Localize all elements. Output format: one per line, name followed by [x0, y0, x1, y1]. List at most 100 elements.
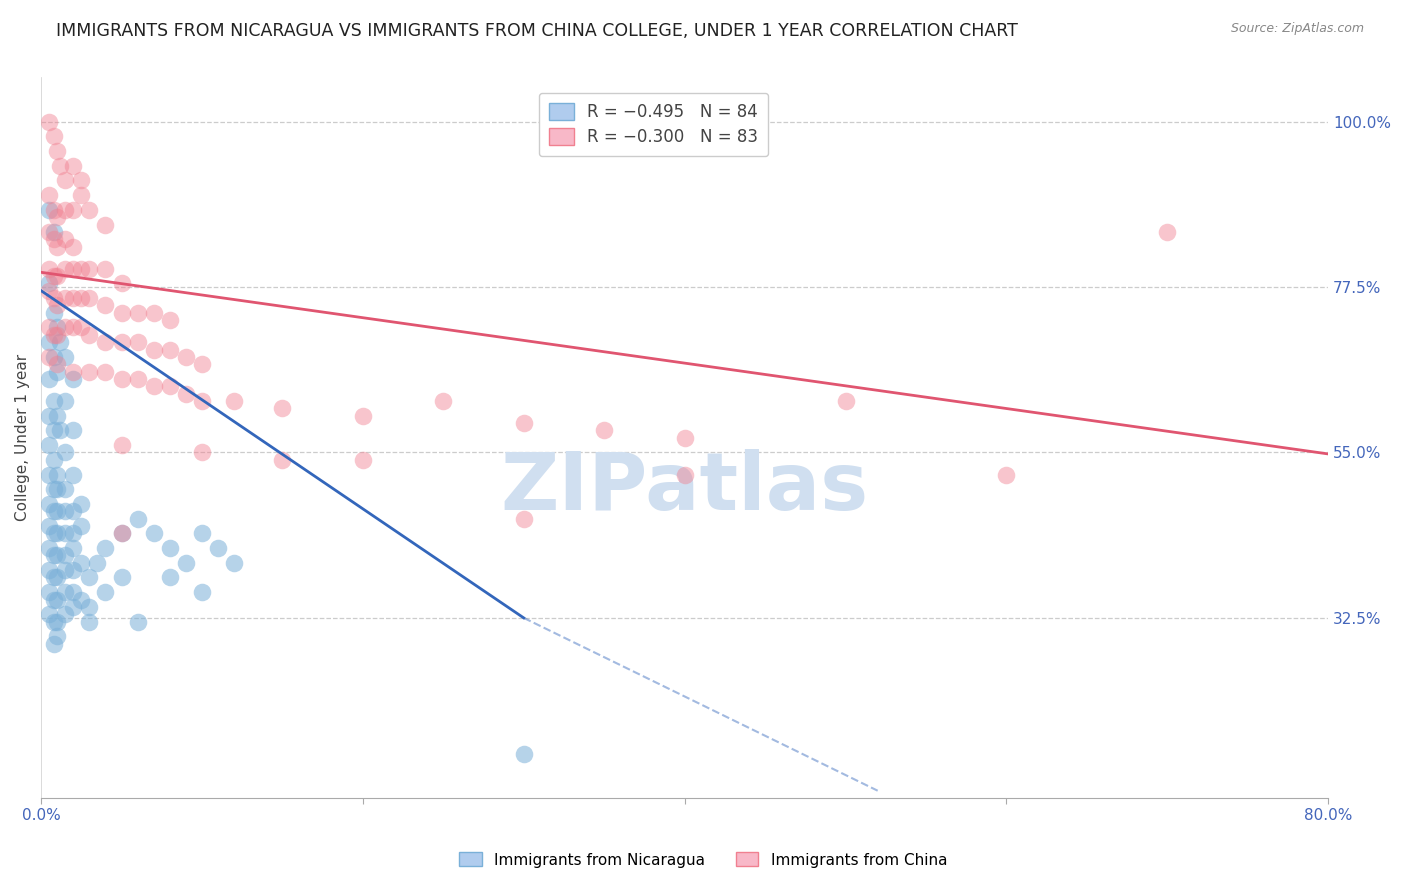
Point — [46, 365, 69, 379]
Point — [70, 519, 93, 533]
Point — [38, 438, 60, 452]
Point — [42, 452, 65, 467]
Point — [62, 467, 84, 482]
Point — [70, 497, 93, 511]
Point — [42, 306, 65, 320]
Point — [53, 445, 76, 459]
Point — [53, 482, 76, 496]
Point — [62, 291, 84, 305]
Point — [159, 343, 181, 357]
Point — [42, 615, 65, 629]
Point — [38, 225, 60, 239]
Point — [62, 365, 84, 379]
Point — [673, 431, 696, 445]
Point — [53, 394, 76, 409]
Point — [110, 438, 132, 452]
Point — [94, 335, 117, 350]
Point — [142, 526, 165, 541]
Point — [38, 519, 60, 533]
Point — [38, 277, 60, 291]
Point — [159, 379, 181, 393]
Point — [46, 144, 69, 158]
Point — [46, 526, 69, 541]
Point — [271, 452, 294, 467]
Point — [174, 350, 197, 364]
Point — [42, 526, 65, 541]
Point — [94, 365, 117, 379]
Point — [38, 372, 60, 386]
Point — [42, 232, 65, 246]
Point — [62, 159, 84, 173]
Point — [38, 284, 60, 298]
Point — [53, 504, 76, 518]
Text: IMMIGRANTS FROM NICARAGUA VS IMMIGRANTS FROM CHINA COLLEGE, UNDER 1 YEAR CORRELA: IMMIGRANTS FROM NICARAGUA VS IMMIGRANTS … — [56, 22, 1018, 40]
Point — [53, 261, 76, 276]
Point — [38, 320, 60, 334]
Point — [38, 114, 60, 128]
Point — [62, 320, 84, 334]
Point — [79, 202, 101, 217]
Point — [513, 747, 536, 761]
Point — [46, 482, 69, 496]
Point — [38, 202, 60, 217]
Point — [142, 306, 165, 320]
Point — [110, 335, 132, 350]
Point — [42, 482, 65, 496]
Point — [62, 599, 84, 614]
Text: ZIPatlas: ZIPatlas — [501, 450, 869, 527]
Point — [62, 563, 84, 577]
Point — [46, 615, 69, 629]
Point — [46, 409, 69, 423]
Point — [70, 291, 93, 305]
Point — [53, 291, 76, 305]
Point — [62, 372, 84, 386]
Point — [110, 526, 132, 541]
Point — [70, 592, 93, 607]
Point — [42, 202, 65, 217]
Point — [70, 320, 93, 334]
Point — [46, 327, 69, 342]
Point — [834, 394, 856, 409]
Point — [79, 615, 101, 629]
Point — [224, 556, 246, 570]
Point — [224, 394, 246, 409]
Point — [513, 416, 536, 430]
Point — [79, 599, 101, 614]
Point — [46, 504, 69, 518]
Point — [46, 357, 69, 371]
Point — [42, 327, 65, 342]
Point — [62, 504, 84, 518]
Point — [38, 467, 60, 482]
Point — [42, 504, 65, 518]
Point — [79, 261, 101, 276]
Point — [46, 210, 69, 224]
Point — [46, 320, 69, 334]
Point — [53, 607, 76, 622]
Point — [207, 541, 229, 555]
Point — [38, 541, 60, 555]
Point — [159, 541, 181, 555]
Point — [62, 541, 84, 555]
Point — [191, 585, 214, 599]
Point — [38, 409, 60, 423]
Point — [79, 327, 101, 342]
Point — [38, 335, 60, 350]
Point — [191, 445, 214, 459]
Point — [127, 511, 149, 525]
Point — [46, 549, 69, 563]
Point — [110, 306, 132, 320]
Point — [53, 563, 76, 577]
Point — [42, 592, 65, 607]
Point — [159, 313, 181, 327]
Point — [53, 350, 76, 364]
Point — [79, 365, 101, 379]
Point — [94, 218, 117, 232]
Point — [70, 261, 93, 276]
Point — [46, 592, 69, 607]
Point — [38, 261, 60, 276]
Point — [46, 467, 69, 482]
Text: Source: ZipAtlas.com: Source: ZipAtlas.com — [1230, 22, 1364, 36]
Point — [46, 298, 69, 312]
Point — [94, 298, 117, 312]
Point — [38, 585, 60, 599]
